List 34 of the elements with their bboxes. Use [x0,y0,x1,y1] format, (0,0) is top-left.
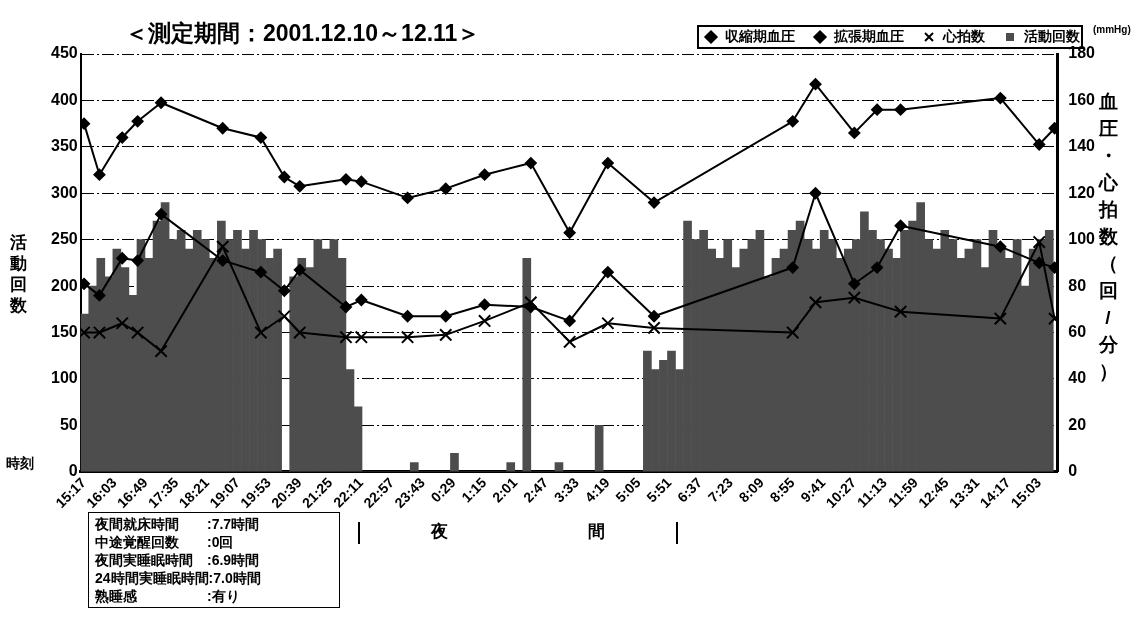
text: 熟睡感 :有り [95,587,241,605]
y2-tick-label: 100 [1068,230,1096,248]
y-tick-label: 100 [50,369,78,387]
text: 夜間 [430,521,745,543]
y2-tick-label: 80 [1068,276,1087,294]
y2-tick-label: 140 [1068,137,1096,155]
y-tick-label: 150 [50,322,78,340]
legend-label: 拡張期血圧 [833,27,904,44]
y-tick-label: 250 [50,230,78,248]
x-axis-title: 時刻 [6,455,34,473]
y2-tick-label: 160 [1068,90,1096,108]
text: 夜間実睡眠時間 :6.9時間 [95,551,261,569]
y-tick-label: 50 [59,415,78,433]
legend-label: 収縮期血圧 [725,27,795,44]
text: 中途覚醒回数 :0回 [95,533,235,551]
y-tick-label: 0 [68,462,78,480]
y-tick-label: 300 [50,183,78,201]
y2-tick-label: 40 [1068,369,1087,387]
y-tick-label: 450 [50,44,78,62]
text: 24時間実睡眠時間:7.0時間 [95,569,262,587]
y-tick-label: 350 [50,137,78,155]
text: (mmHg) [1093,24,1131,35]
y-tick-label: 200 [50,276,78,294]
y2-tick-label: 0 [1068,462,1078,480]
y2-tick-label: 120 [1068,183,1096,201]
y2-tick-label: 60 [1068,322,1087,340]
text: 夜間就床時間 :7.7時間 [95,515,261,533]
chart-title: ＜測定期間：2001.12.10～12.11＞ [125,19,481,48]
y-tick-label: 400 [50,90,78,108]
y-axis-title: 活動回数 [10,232,27,316]
y2-tick-label: 20 [1068,415,1087,433]
legend-label: 心拍数 [942,27,986,44]
text: 血圧・心拍数（回/分） [1098,91,1118,382]
legend-label: 活動回数 [1023,27,1081,44]
